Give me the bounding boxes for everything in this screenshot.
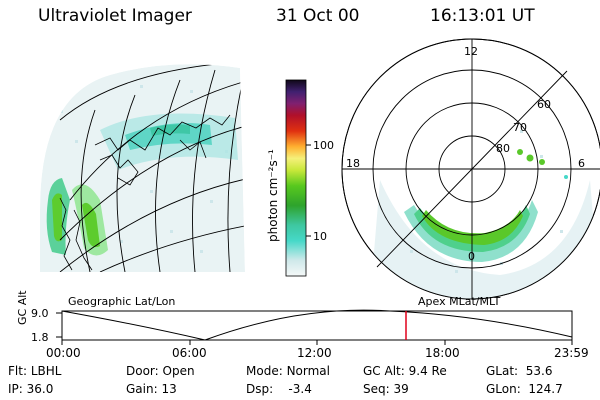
- colorbar-tick-100: 100: [313, 139, 334, 152]
- timeline-plot: [56, 309, 573, 345]
- polar-plot: [341, 38, 600, 300]
- colorbar-label: photon cm⁻²s⁻¹: [266, 149, 280, 242]
- dsp-readout: Dsp: -3.4: [246, 382, 312, 396]
- geographic-image: [40, 64, 245, 272]
- mlt-label-6: 6: [578, 157, 585, 170]
- mlat-label-60: 60: [537, 98, 551, 111]
- apex-label: Apex MLat/MLT: [418, 295, 501, 308]
- timeline-xtick-1200: 12:00: [297, 346, 332, 360]
- colorbar: [285, 79, 311, 277]
- mlat-label-80: 80: [496, 142, 510, 155]
- timeline-ylabel: GC Alt: [16, 290, 29, 325]
- seq-readout: Seq: 39: [363, 382, 409, 396]
- mode-readout: Mode: Normal: [246, 364, 330, 378]
- geographic-label: Geographic Lat/Lon: [68, 295, 176, 308]
- glat-readout: GLat: 53.6: [486, 364, 553, 378]
- filter-readout: Flt: LBHL: [8, 364, 62, 378]
- ip-readout: IP: 36.0: [8, 382, 54, 396]
- colorbar-tick-10: 10: [313, 230, 327, 243]
- glon-readout: GLon: 124.7: [486, 382, 563, 396]
- gc-alt-readout: GC Alt: 9.4 Re: [363, 364, 447, 378]
- timeline-ytick-low: 1.8: [31, 331, 49, 344]
- timeline-xtick-2359: 23:59: [554, 346, 589, 360]
- timeline-xtick-1800: 18:00: [425, 346, 460, 360]
- timeline-ytick-high: 9.0: [31, 307, 49, 320]
- mlt-label-0: 0: [468, 250, 475, 263]
- timeline-xtick-0600: 06:00: [172, 346, 207, 360]
- door-readout: Door: Open: [126, 364, 195, 378]
- timeline-xtick-0000: 00:00: [46, 346, 81, 360]
- mlat-label-70: 70: [513, 121, 527, 134]
- mlt-label-18: 18: [346, 157, 360, 170]
- observation-date: 31 Oct 00: [276, 6, 360, 26]
- instrument-title: Ultraviolet Imager: [38, 6, 192, 26]
- observation-time: 16:13:01 UT: [430, 6, 535, 26]
- gain-readout: Gain: 13: [126, 382, 177, 396]
- mlt-label-12: 12: [464, 45, 478, 58]
